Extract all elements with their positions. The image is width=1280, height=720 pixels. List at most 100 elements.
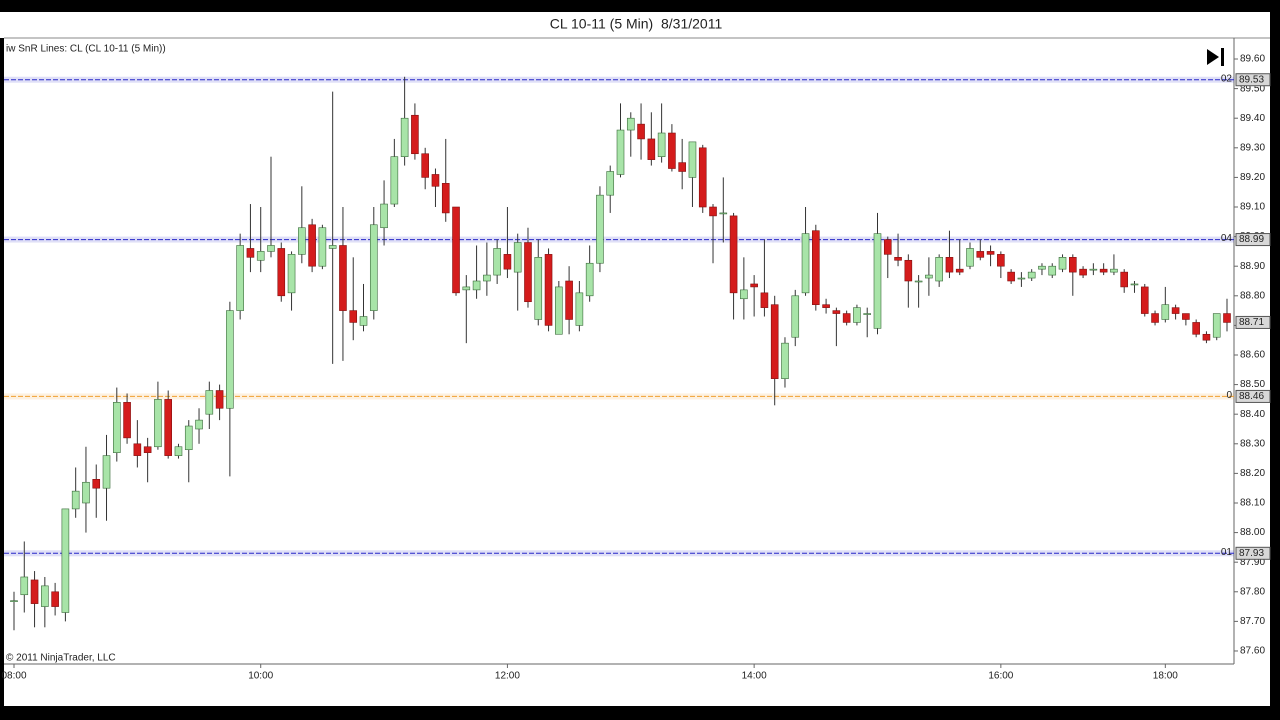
candle-body — [555, 286, 563, 335]
level-band — [4, 550, 1234, 557]
candle-body — [1130, 283, 1139, 286]
price-marker-label: 89.53 — [1239, 74, 1264, 85]
y-tick-label: 87.90 — [1240, 557, 1265, 568]
x-tick-label: 12:00 — [495, 671, 520, 682]
y-tick-label: 87.60 — [1240, 646, 1265, 657]
candle-body — [328, 245, 337, 249]
candle-body — [380, 203, 388, 229]
y-tick-label: 87.70 — [1240, 616, 1265, 627]
candle-body — [82, 481, 90, 504]
candle-body — [1048, 265, 1057, 276]
candle-body — [102, 455, 111, 489]
candle-body — [431, 174, 440, 187]
candle-body — [1161, 304, 1170, 320]
candle-body — [524, 242, 532, 303]
x-tick-label: 10:00 — [248, 671, 273, 682]
y-tick-label: 89.60 — [1240, 54, 1265, 65]
candle-body — [966, 248, 974, 267]
candle-body — [1192, 322, 1200, 335]
candle-body — [698, 147, 707, 208]
candle-body — [1007, 271, 1015, 282]
y-tick-label: 88.80 — [1240, 290, 1265, 301]
candle-body — [791, 295, 800, 338]
candle-body — [359, 316, 368, 326]
candle-body — [369, 224, 378, 311]
candle-body — [544, 254, 553, 326]
candle-body — [1212, 313, 1221, 338]
candle-body — [349, 310, 358, 323]
candle-body — [154, 399, 162, 448]
candle-body — [184, 425, 193, 451]
candle-body — [1223, 313, 1231, 323]
level-band — [4, 236, 1234, 243]
bar-icon[interactable] — [1221, 48, 1224, 66]
candle-body — [1140, 286, 1149, 314]
chart-title: CL 10-11 (5 Min) 8/31/2011 — [550, 16, 723, 32]
candle-body — [853, 307, 861, 323]
candle-body — [1079, 268, 1087, 276]
y-tick-label: 88.20 — [1240, 468, 1265, 479]
y-tick-label: 88.60 — [1240, 350, 1265, 361]
candle-body — [904, 259, 913, 282]
candle-body — [781, 342, 789, 379]
candle-body — [1089, 268, 1098, 271]
price-marker — [1235, 73, 1271, 87]
level-band — [4, 76, 1234, 83]
candle-body — [1182, 313, 1190, 320]
candle-body — [945, 257, 954, 273]
candle-body — [205, 390, 214, 415]
candle-body — [997, 254, 1005, 267]
candle-body — [483, 274, 491, 282]
candle-body — [71, 490, 80, 510]
candle-body — [688, 141, 697, 178]
price-marker — [1235, 233, 1271, 247]
candle-body — [863, 313, 872, 315]
candle-body — [1069, 257, 1077, 273]
candle-body — [246, 248, 255, 258]
candle-body — [112, 402, 121, 453]
x-tick-label: 08:00 — [1, 671, 26, 682]
y-tick-label: 87.80 — [1240, 586, 1265, 597]
price-marker-label: 87.93 — [1239, 548, 1264, 559]
candle-body — [123, 402, 131, 439]
candle-body — [298, 227, 306, 255]
candle-body — [226, 310, 234, 409]
candle-body — [400, 117, 409, 157]
candle-body — [256, 251, 265, 261]
y-tick-label: 89.40 — [1240, 113, 1265, 124]
candle-body — [801, 233, 810, 294]
candle-body — [462, 286, 471, 291]
candle-body — [534, 257, 543, 320]
candle-body — [390, 156, 399, 205]
candle-body — [513, 242, 522, 273]
last-price-marker — [1235, 315, 1271, 329]
candle-body — [1027, 271, 1036, 279]
candle-body — [668, 132, 676, 169]
candle-body — [575, 292, 584, 326]
level-label: 02 — [1221, 73, 1233, 84]
play-icon[interactable] — [1207, 49, 1219, 65]
candle-body — [308, 224, 316, 267]
scroll-end-button[interactable] — [1207, 48, 1224, 66]
candle-body — [503, 254, 512, 270]
candle-body — [637, 123, 645, 140]
price-marker — [1235, 389, 1271, 403]
price-marker — [1235, 546, 1271, 560]
y-tick-label: 88.50 — [1240, 379, 1265, 390]
candle-body — [472, 280, 481, 291]
candle-body — [277, 248, 286, 297]
candle-body — [1099, 268, 1108, 273]
candle-body — [133, 443, 142, 456]
price-marker-label: 88.46 — [1239, 391, 1264, 402]
candle-body — [421, 153, 429, 178]
candle-body — [626, 117, 635, 131]
candle-body — [842, 313, 851, 323]
candle-body — [770, 304, 779, 379]
y-tick-label: 89.10 — [1240, 202, 1265, 213]
candle-body — [41, 585, 49, 607]
candle-body — [1202, 333, 1211, 341]
candle-body — [709, 206, 717, 217]
candle-body — [143, 446, 152, 453]
